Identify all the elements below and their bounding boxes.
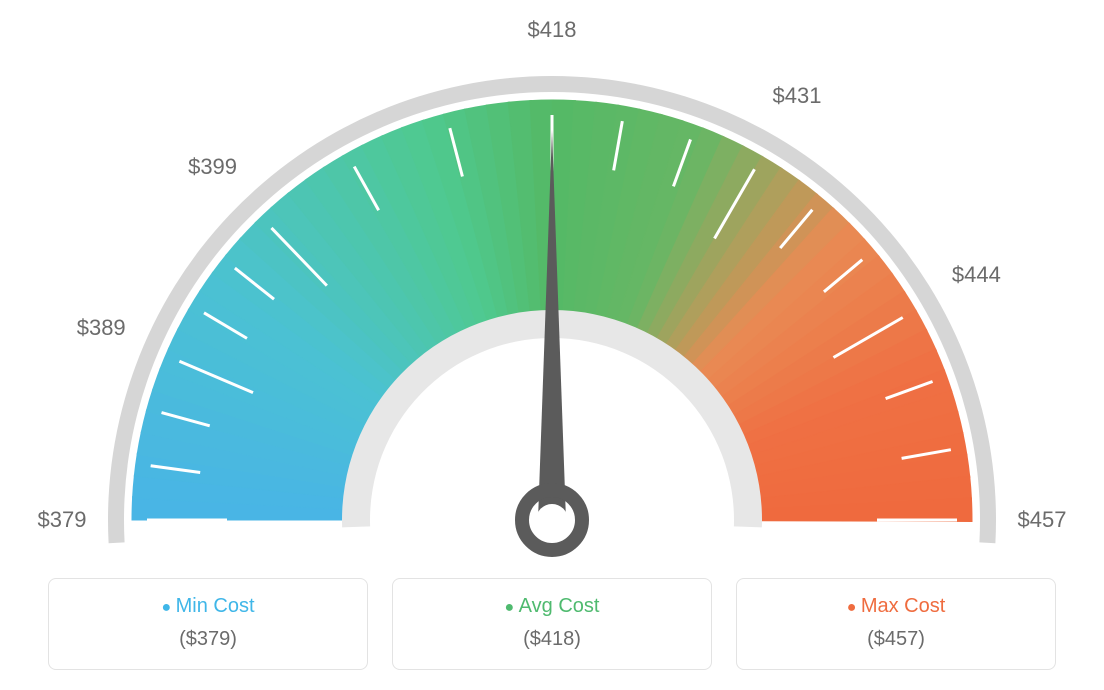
legend-avg-value: ($418) [393,628,711,651]
legend-max-value: ($457) [737,628,1055,651]
legend-min-value: ($379) [49,628,367,651]
legend-box-min: Min Cost ($379) [48,578,368,670]
gauge-tick-label: $457 [1018,507,1067,533]
gauge-svg [0,0,1104,560]
gauge-tick-label: $379 [38,507,87,533]
legend-min-label: Min Cost [49,595,367,618]
legend: Min Cost ($379) Avg Cost ($418) Max Cost… [0,578,1104,670]
gauge-tick-label: $444 [952,262,1001,288]
gauge-tick-label: $389 [77,315,126,341]
gauge-tick-label: $418 [528,17,577,43]
legend-box-avg: Avg Cost ($418) [392,578,712,670]
gauge-chart: $379 $389 $399 $418 $431 $444 $457 [0,0,1104,560]
legend-avg-label: Avg Cost [393,595,711,618]
legend-box-max: Max Cost ($457) [736,578,1056,670]
legend-max-label: Max Cost [737,595,1055,618]
gauge-tick-label: $399 [188,154,237,180]
gauge-tick-label: $431 [773,83,822,109]
